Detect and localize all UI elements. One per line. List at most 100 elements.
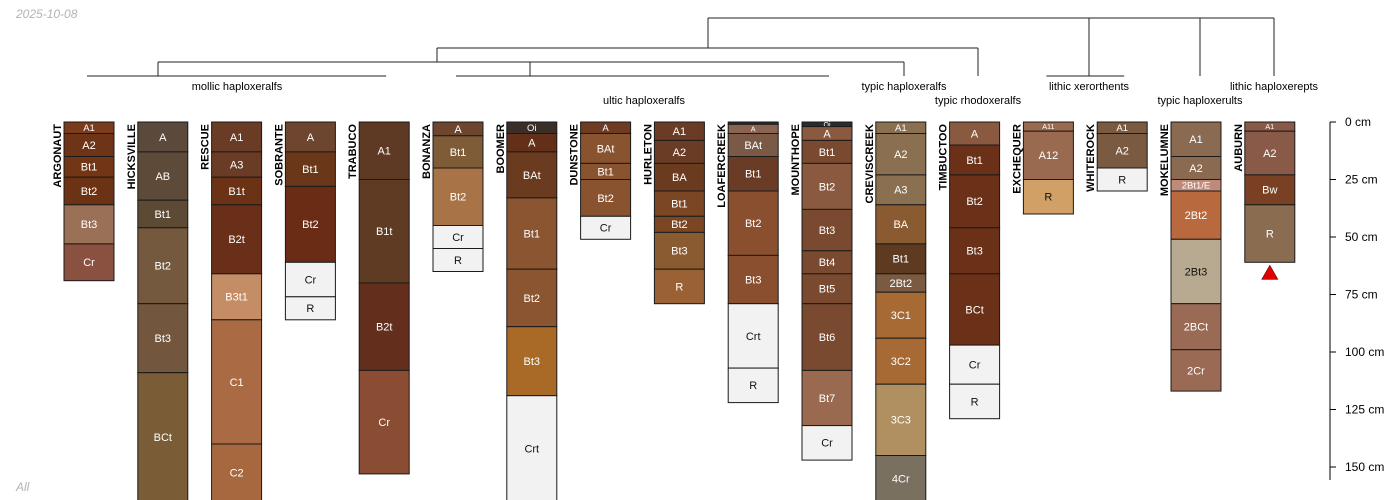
horizon-rescue-b2t	[211, 204, 263, 275]
horizon-boomer-bt2	[506, 268, 558, 328]
horizon-auburn-r	[1244, 204, 1296, 263]
profile-timbuctoo: A Bt1 Bt2 Bt3 BCt Cr R TIMBUCTOO	[938, 121, 1001, 420]
horizon-boomer-bt1	[506, 197, 558, 270]
horizon-rescue-a1	[211, 121, 263, 153]
horizon-label: A	[602, 123, 609, 134]
profile-bonanza: A Bt1 Bt2 Cr R BONANZA	[421, 121, 484, 272]
horizon-label: Bt1	[155, 209, 172, 221]
horizon-label: Bt2	[524, 293, 541, 305]
horizon-loafercreek-r	[727, 367, 779, 404]
profile-creviscreek: A1 A2 A3 BA Bt1 2Bt2 3C1 3C2 3C3 4Cr CREVISCREEK	[864, 121, 927, 500]
horizon-label: R	[1044, 192, 1052, 204]
horizon-label: A	[454, 124, 462, 136]
horizon-label: Bt3	[966, 246, 983, 258]
horizon-hicksville-ab	[137, 151, 189, 201]
horizon-label: R	[675, 281, 683, 293]
horizon-mounthope-cr	[801, 425, 853, 461]
horizon-dunstone-bat	[580, 133, 632, 164]
horizon-label: Bt2	[819, 181, 836, 193]
horizon-label: Crt	[746, 331, 761, 343]
horizon-label: Cr	[305, 274, 317, 286]
horizon-auburn-bw	[1244, 174, 1296, 206]
horizon-boomer-bt3	[506, 326, 558, 397]
horizon-label: Bt2	[597, 193, 614, 205]
horizon-label: AB	[155, 171, 170, 183]
profile-hicksville: A AB Bt1 Bt2 Bt3 BCt HICKSVILLE	[126, 121, 189, 500]
horizon-label: B2t	[228, 234, 245, 246]
horizon-rescue-b1t	[211, 176, 263, 206]
dendrogram-label: ultic haploxeralfs	[603, 95, 685, 107]
horizon-rescue-c1	[211, 319, 263, 445]
horizon-label: BAt	[744, 140, 762, 152]
horizon-creviscreek-3c3	[875, 383, 927, 457]
horizon-label: Bt2	[745, 218, 762, 230]
horizon-timbuctoo-bt3	[949, 227, 1001, 275]
date-stamp: 2025-10-08	[16, 7, 78, 21]
horizon-dunstone-cr	[580, 215, 632, 240]
horizon-label: BA	[893, 219, 908, 231]
profile-mokelumne: A1 A2 2Bt1/E 2Bt2 2Bt3 2BCt 2Cr MOKELUMNE	[1159, 121, 1222, 392]
horizon-label: Cr	[452, 232, 464, 244]
profile-rescue: A1 A3 B1t B2t B3t1 C1 C2 RESCUE	[200, 121, 263, 500]
horizon-label: A2	[1263, 148, 1276, 160]
horizon-label: 4Cr	[892, 473, 910, 485]
horizon-label: Bt1	[302, 164, 319, 176]
horizon-label: A3	[894, 185, 907, 197]
horizon-creviscreek-3c2	[875, 337, 927, 385]
horizon-label: Bt3	[155, 333, 172, 345]
horizon-timbuctoo-bct	[949, 273, 1001, 346]
horizon-label: A	[307, 132, 315, 144]
horizon-label: A1	[1265, 122, 1274, 131]
horizon-label: R	[306, 303, 314, 315]
horizon-timbuctoo-r	[949, 383, 1001, 420]
horizon-label: 2Bt2	[1185, 210, 1208, 222]
horizon-mokelumne-2cr	[1170, 349, 1222, 392]
profile-exchequer: A11 A12 R EXCHEQUER	[1011, 121, 1074, 215]
profile-name: CREVISCREEK	[864, 124, 876, 204]
horizon-label: Crt	[524, 443, 539, 455]
horizon-timbuctoo-cr	[949, 344, 1001, 385]
profiles: A1 A2 Bt1 Bt2 Bt3 Cr ARGONAUT A AB Bt1 Bt2 Bt3 BCt HI…	[52, 121, 1296, 500]
horizon-label: Bt2	[302, 219, 319, 231]
horizon-label: BCt	[154, 432, 172, 444]
horizon-label: Cr	[969, 360, 981, 372]
horizon-label: Bt1	[524, 228, 541, 240]
horizon-trabuco-a1	[358, 121, 410, 180]
depth-tick-label: 100 cm	[1345, 345, 1384, 359]
horizon-exchequer-a12	[1022, 130, 1074, 180]
horizon-label: A1	[230, 132, 243, 144]
horizon-label: Oi	[824, 122, 831, 129]
horizon-label: 2Bt3	[1185, 266, 1208, 278]
horizon-label: Bt4	[819, 257, 836, 269]
profile-name: SOBRANTE	[273, 124, 285, 186]
horizon-label: Cr	[378, 417, 390, 429]
horizon-label: Bt1	[893, 254, 910, 266]
horizon-label: BCt	[965, 304, 983, 316]
horizon-label: Cr	[821, 438, 833, 450]
profile-argonaut: A1 A2 Bt1 Bt2 Bt3 Cr ARGONAUT	[52, 121, 115, 282]
horizon-label: R	[1266, 228, 1274, 240]
dendrogram-label: lithic xerorthents	[1049, 81, 1130, 93]
horizon-hurleton-bt1	[653, 190, 705, 217]
profile-name: HICKSVILLE	[126, 124, 138, 189]
horizon-label: Bt1	[450, 147, 467, 159]
profile-sobrante: A Bt1 Bt2 Cr R SOBRANTE	[273, 121, 336, 321]
depth-tick-label: 25 cm	[1345, 173, 1378, 187]
horizon-label: R	[971, 396, 979, 408]
horizon-argonaut-bt2	[63, 176, 115, 206]
profile-hurleton: A1 A2 BA Bt1 Bt2 Bt3 R HURLETON	[642, 121, 705, 305]
profile-name: BONANZA	[421, 124, 433, 179]
horizon-argonaut-cr	[63, 243, 115, 282]
horizon-hurleton-r	[653, 268, 705, 305]
horizon-label: Oi	[527, 123, 537, 134]
horizon-sobrante-bt1	[284, 151, 336, 187]
horizon-label: A2	[1115, 146, 1128, 158]
dendrogram-label: mollic haploxeralfs	[192, 81, 283, 93]
horizon-timbuctoo-bt2	[949, 174, 1001, 229]
profile-mounthope: OiA Bt1 Bt2 Bt3 Bt4 Bt5 Bt6 Bt7 Cr MOUNTHOPE	[790, 121, 853, 461]
horizon-label: Bt1	[81, 162, 98, 174]
dendrogram	[87, 17, 1275, 77]
horizon-label: Bt1	[597, 166, 614, 178]
dendrogram-label: typic haploxeralfs	[862, 81, 947, 93]
